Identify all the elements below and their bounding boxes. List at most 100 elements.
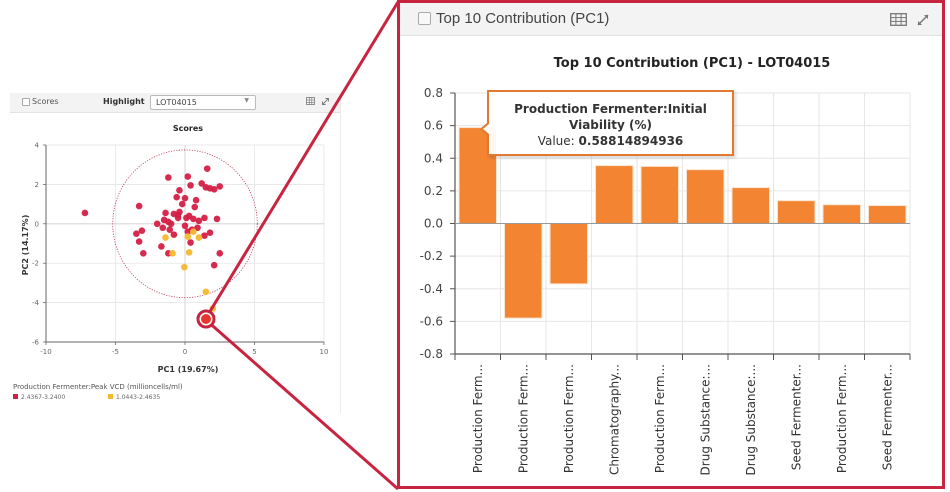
- contribution-bar[interactable]: [731, 187, 770, 225]
- tooltip-pointer-inner: [483, 124, 489, 134]
- score-point-high[interactable]: [159, 224, 167, 232]
- score-point-high[interactable]: [216, 183, 224, 190]
- scores-chart: Scores -10 -5 0 5 10 -6 -4 -2 0 2 4 PC1 (19.67%) P…: [13, 124, 329, 401]
- y-tick-label: 0.6: [424, 119, 443, 133]
- x-tick-label: Production Ferm...: [471, 364, 485, 473]
- score-point-low[interactable]: [209, 305, 217, 312]
- score-point-low[interactable]: [185, 249, 193, 256]
- score-point-high[interactable]: [195, 217, 203, 225]
- table-icon[interactable]: [890, 13, 907, 26]
- contribution-bar[interactable]: [549, 223, 588, 285]
- table-icon[interactable]: [306, 97, 315, 105]
- scores-chart-title: Scores: [173, 124, 203, 133]
- legend-title: Production Fermenter:Peak VCD (millionce…: [13, 383, 183, 391]
- x-tick-label: Chromatography...: [607, 364, 621, 475]
- contribution-bar[interactable]: [868, 205, 907, 224]
- score-point-high[interactable]: [173, 193, 180, 201]
- score-point-high[interactable]: [167, 220, 175, 228]
- score-point-high[interactable]: [138, 227, 146, 234]
- scores-panel-header: Scores Highlight LOT04015 ▼: [10, 93, 340, 113]
- score-point-high[interactable]: [178, 200, 186, 208]
- score-point-high[interactable]: [166, 226, 174, 234]
- y-tick-label: 0.2: [424, 184, 443, 198]
- contribution-checkbox[interactable]: [418, 12, 431, 25]
- score-point-high[interactable]: [81, 209, 89, 217]
- x-tick-label: Production Ferm...: [516, 364, 530, 473]
- y-tick-label: -0.4: [420, 282, 443, 296]
- score-point-low[interactable]: [190, 228, 197, 235]
- score-point-high[interactable]: [153, 220, 161, 228]
- score-point-high[interactable]: [187, 239, 194, 246]
- score-point-high[interactable]: [190, 215, 197, 223]
- score-point-high[interactable]: [201, 214, 208, 222]
- score-point-high[interactable]: [181, 222, 189, 230]
- score-point-high[interactable]: [181, 194, 189, 202]
- legend-item-high[interactable]: 2.4367-3.2400: [21, 394, 65, 401]
- highlight-select-value: LOT04015: [156, 98, 197, 107]
- score-point-high[interactable]: [158, 243, 165, 250]
- y-tick-label: -0.2: [420, 249, 443, 263]
- tooltip-name: Production Fermenter:Initial Viability (…: [514, 102, 707, 132]
- score-point-high[interactable]: [203, 165, 211, 172]
- x-tick-label: 10: [320, 348, 329, 356]
- score-point-high[interactable]: [165, 174, 172, 181]
- bar-tooltip: Production Fermenter:Initial Viability (…: [487, 90, 734, 156]
- score-point-high[interactable]: [162, 209, 169, 217]
- score-point-high[interactable]: [135, 202, 143, 210]
- score-point-low[interactable]: [169, 250, 176, 257]
- score-point-high[interactable]: [210, 261, 218, 269]
- contribution-bar[interactable]: [777, 200, 816, 225]
- score-point-high[interactable]: [210, 186, 218, 193]
- y-tick-label: -0.8: [420, 347, 443, 361]
- score-point-high[interactable]: [198, 180, 205, 187]
- contribution-panel: Top 10 Contribution (PC1) Top 10 Contrib…: [397, 0, 945, 489]
- score-point-high[interactable]: [170, 231, 178, 238]
- y-tick-label: 4: [35, 142, 40, 150]
- x-tick-label: Drug Substance:...: [744, 364, 758, 475]
- score-point-high[interactable]: [191, 203, 199, 211]
- legend-item-low[interactable]: 1.0443-2.4635: [116, 394, 160, 401]
- expand-icon[interactable]: [321, 97, 330, 106]
- highlight-label: Highlight: [103, 97, 145, 106]
- x-tick-label: Seed Fermenter...: [789, 364, 803, 470]
- y-tick-label: 0.8: [424, 86, 443, 100]
- score-point-high[interactable]: [213, 215, 221, 223]
- score-point-high[interactable]: [194, 224, 201, 232]
- x-tick-label: Seed Fermenter...: [880, 364, 894, 470]
- score-point-high[interactable]: [133, 230, 140, 237]
- x-tick-label: Drug Substance:...: [698, 364, 712, 475]
- contribution-bar[interactable]: [822, 204, 861, 225]
- score-point-low[interactable]: [202, 288, 210, 296]
- y-axis-label: PC2 (14.17%): [21, 215, 30, 276]
- score-point-high[interactable]: [140, 250, 147, 257]
- score-point-high[interactable]: [192, 196, 200, 204]
- contribution-bar[interactable]: [640, 165, 679, 224]
- score-point-low[interactable]: [195, 234, 203, 241]
- score-point-low[interactable]: [184, 233, 192, 240]
- score-point-high[interactable]: [174, 214, 182, 222]
- score-point-high[interactable]: [206, 229, 214, 236]
- expand-icon[interactable]: [916, 13, 930, 27]
- contribution-bar[interactable]: [686, 169, 725, 224]
- legend-swatch-high: [13, 394, 18, 399]
- score-point-high[interactable]: [176, 187, 183, 194]
- tooltip-value-label: Value:: [537, 134, 575, 148]
- x-tick-label: Production Ferm...: [653, 364, 667, 473]
- y-tick-label: 0.0: [424, 217, 443, 231]
- contribution-bar[interactable]: [595, 165, 634, 224]
- scores-panel: Scores Highlight LOT04015 ▼ Scores -10 -5…: [10, 93, 341, 413]
- tooltip-value: 0.58814894936: [578, 134, 684, 148]
- score-point-low[interactable]: [181, 263, 188, 271]
- score-point-high[interactable]: [184, 173, 192, 180]
- score-point-high[interactable]: [187, 182, 194, 189]
- contribution-bar[interactable]: [504, 223, 543, 319]
- score-point-low[interactable]: [162, 234, 169, 241]
- score-point-high[interactable]: [135, 238, 143, 245]
- score-point-high[interactable]: [216, 250, 224, 257]
- x-tick-label: Production Ferm...: [562, 364, 576, 473]
- contribution-chart-title: Top 10 Contribution (PC1) - LOT04015: [554, 56, 831, 71]
- contribution-panel-header: Top 10 Contribution (PC1): [400, 3, 942, 36]
- scores-checkbox[interactable]: [22, 98, 30, 106]
- highlight-select[interactable]: LOT04015 ▼: [150, 95, 256, 110]
- tooltip-value-row: Value: 0.58814894936: [489, 133, 732, 149]
